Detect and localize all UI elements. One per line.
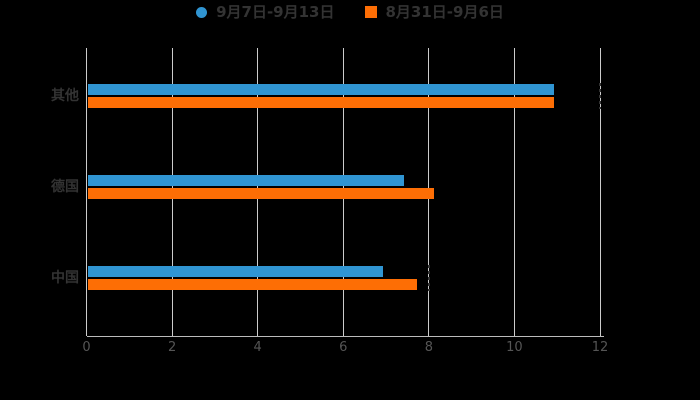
x-tick-label-8: 8 xyxy=(424,340,433,355)
category-label-0: 其他 xyxy=(51,88,79,104)
gridline-x-0 xyxy=(86,48,87,336)
bar-8月31日-9月6日-德国[interactable] xyxy=(87,188,435,199)
x-tick-label-12: 12 xyxy=(591,340,609,355)
x-tick-label-2: 2 xyxy=(167,340,177,355)
legend-label-week-current: 9月7日-9月13日 xyxy=(216,3,335,21)
category-label-1: 德国 xyxy=(51,179,79,195)
x-tick-label-0: 0 xyxy=(82,340,91,355)
category-label-2: 中国 xyxy=(51,270,79,286)
legend-item-week-previous[interactable]: 8月31日-9月6日 xyxy=(364,3,504,21)
bar-8月31日-9月6日-其他[interactable] xyxy=(87,97,554,108)
dashed-marker-其他 xyxy=(599,83,601,109)
bar-9月7日-9月13日-其他[interactable] xyxy=(87,84,554,95)
legend: 9月7日-9月13日 8月31日-9月6日 xyxy=(0,3,700,21)
bar-9月7日-9月13日-德国[interactable] xyxy=(87,175,405,186)
gridline-x-12 xyxy=(599,48,601,336)
legend-item-week-current[interactable]: 9月7日-9月13日 xyxy=(196,3,335,21)
legend-label-week-previous: 8月31日-9月6日 xyxy=(385,3,504,21)
gridline-x-10 xyxy=(513,48,515,336)
x-tick-label-10: 10 xyxy=(506,340,523,355)
x-tick-label-6: 6 xyxy=(339,340,348,355)
bar-9月7日-9月13日-中国[interactable] xyxy=(87,266,383,277)
series1-circle-marker-icon xyxy=(196,6,208,18)
bar-8月31日-9月6日-中国[interactable] xyxy=(87,279,417,290)
dashed-marker-中国 xyxy=(427,265,430,291)
series2-square-marker-icon xyxy=(364,6,377,18)
x-axis-line xyxy=(86,336,604,337)
x-tick-label-4: 4 xyxy=(253,340,262,355)
